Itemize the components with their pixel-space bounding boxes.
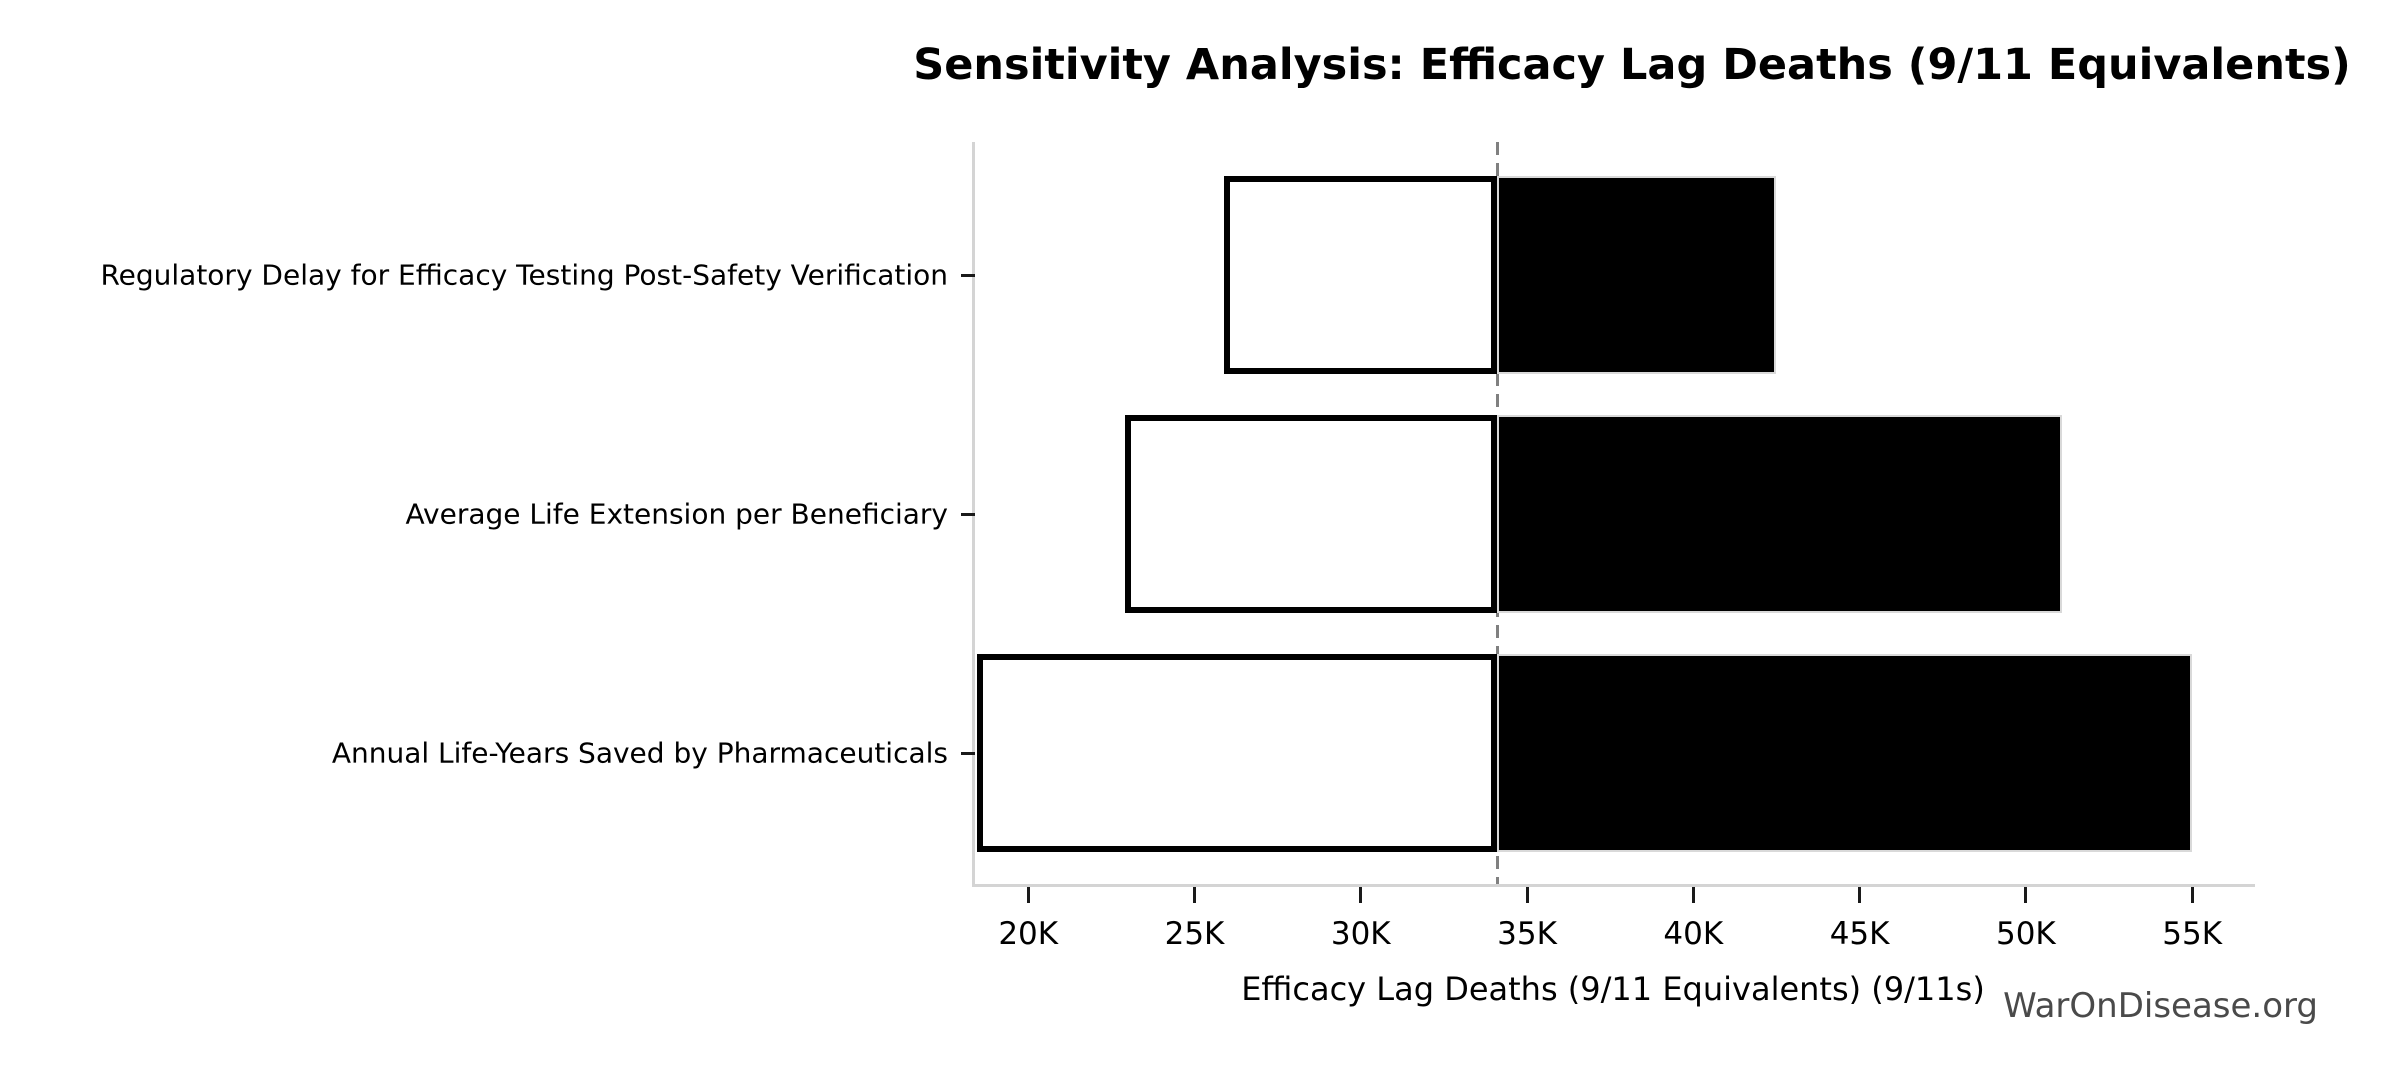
x-tick-label: 35K bbox=[1497, 916, 1557, 952]
x-tick-label: 40K bbox=[1663, 916, 1724, 952]
y-category-label: Average Life Extension per Beneficiary bbox=[405, 497, 948, 531]
y-axis-tick bbox=[961, 273, 975, 277]
x-axis-tick bbox=[2190, 887, 2194, 903]
bar-low-segment bbox=[1224, 176, 1498, 374]
x-axis-tick bbox=[1026, 887, 1030, 903]
x-tick-label: 55K bbox=[2162, 916, 2223, 952]
x-axis-tick bbox=[1525, 887, 1529, 903]
x-axis-label: Efficacy Lag Deaths (9/11 Equivalents) (… bbox=[1241, 970, 1985, 1008]
y-category-label: Annual Life-Years Saved by Pharmaceutica… bbox=[331, 736, 948, 770]
x-tick-label: 25K bbox=[1164, 916, 1225, 952]
x-axis-tick bbox=[1858, 887, 1862, 903]
bar-low-segment bbox=[1124, 415, 1498, 613]
x-tick-label: 50K bbox=[1995, 916, 2056, 952]
x-tick-label: 45K bbox=[1829, 916, 1890, 952]
y-axis-tick bbox=[961, 512, 975, 516]
bar-high-segment bbox=[1497, 415, 2063, 613]
bar-high-segment bbox=[1497, 654, 2193, 852]
bar-high-segment bbox=[1497, 176, 1777, 374]
y-axis-tick bbox=[961, 751, 975, 755]
watermark-text: WarOnDisease.org bbox=[2003, 986, 2318, 1026]
x-axis-spine bbox=[972, 884, 2255, 887]
chart-title: Sensitivity Analysis: Efficacy Lag Death… bbox=[913, 40, 2351, 90]
x-tick-label: 20K bbox=[998, 916, 1059, 952]
x-axis-tick bbox=[1691, 887, 1695, 903]
x-axis-tick bbox=[1359, 887, 1363, 903]
x-axis-tick bbox=[2024, 887, 2028, 903]
bar-low-segment bbox=[976, 654, 1498, 852]
x-axis-tick bbox=[1192, 887, 1196, 903]
y-category-label: Regulatory Delay for Efficacy Testing Po… bbox=[100, 258, 948, 292]
x-tick-label: 30K bbox=[1330, 916, 1391, 952]
